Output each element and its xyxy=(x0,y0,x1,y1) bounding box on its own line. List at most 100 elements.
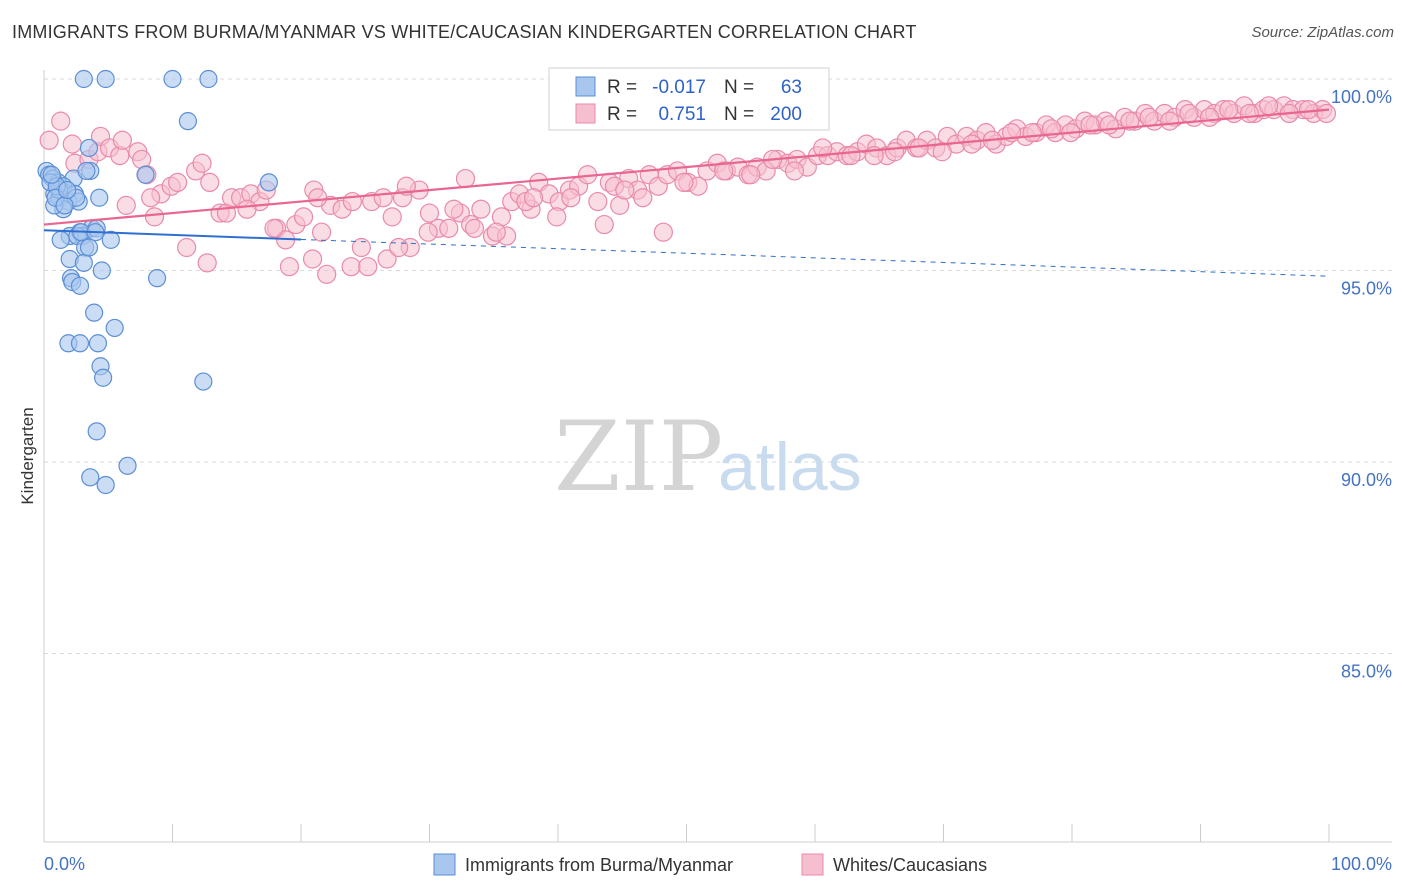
point-whites xyxy=(561,188,581,208)
point-burma xyxy=(163,69,182,89)
point-whites xyxy=(382,207,402,227)
series-burma-points xyxy=(37,69,278,495)
point-burma xyxy=(96,475,115,495)
point-whites xyxy=(1022,123,1042,143)
legend-n-value-burma: 63 xyxy=(781,77,802,98)
point-whites xyxy=(302,249,323,269)
point-whites xyxy=(264,218,284,238)
point-whites xyxy=(471,199,491,219)
point-burma xyxy=(94,368,113,387)
point-burma xyxy=(101,230,120,249)
legend-r-label-burma: R = xyxy=(607,77,637,98)
point-burma xyxy=(85,303,104,322)
point-whites xyxy=(62,134,82,154)
point-burma xyxy=(92,261,111,280)
point-burma xyxy=(96,69,115,89)
y-axis-label: Kindergarten xyxy=(18,407,37,504)
trend-line-whites xyxy=(43,108,1330,226)
point-burma xyxy=(118,456,137,475)
point-burma xyxy=(136,165,155,184)
trend-lines xyxy=(43,108,1330,277)
point-whites xyxy=(358,257,378,277)
point-whites xyxy=(377,249,397,269)
point-whites xyxy=(1099,115,1119,135)
point-whites xyxy=(351,237,371,258)
point-burma xyxy=(51,230,70,249)
source-label: Source: ZipAtlas.com xyxy=(1251,24,1394,41)
point-burma xyxy=(55,196,74,215)
watermark-zip: ZIP xyxy=(554,401,723,513)
point-burma xyxy=(70,276,90,295)
legend-r-value-whites: 0.751 xyxy=(658,104,706,125)
point-whites xyxy=(197,253,217,273)
point-whites xyxy=(1160,111,1180,131)
point-burma xyxy=(74,253,93,272)
point-whites xyxy=(714,161,734,181)
point-whites xyxy=(547,207,567,227)
point-burma xyxy=(178,112,198,131)
point-whites xyxy=(455,168,476,189)
point-whites xyxy=(389,237,409,258)
legend-swatch-whites xyxy=(575,103,596,124)
y-axis-tick-labels: 85.0% 90.0% 95.0% 100.0% xyxy=(1331,87,1392,682)
point-whites xyxy=(741,165,761,185)
point-whites xyxy=(112,130,132,150)
point-whites xyxy=(594,214,614,235)
trend-line-burma xyxy=(43,229,302,241)
point-whites xyxy=(784,161,805,181)
point-burma xyxy=(88,334,108,353)
point-whites xyxy=(588,191,608,212)
watermark: ZIP atlas xyxy=(554,401,862,513)
point-whites xyxy=(419,203,440,223)
watermark-atlas: atlas xyxy=(718,429,862,505)
point-whites xyxy=(237,199,257,219)
point-burma xyxy=(90,188,109,207)
x-tick-label-min: 0.0% xyxy=(44,854,85,874)
axes xyxy=(43,70,1392,843)
chart-title: IMMIGRANTS FROM BURMA/MYANMAR VS WHITE/C… xyxy=(12,22,917,42)
point-whites xyxy=(341,257,361,277)
y-tick-label: 100.0% xyxy=(1331,87,1392,107)
point-burma xyxy=(194,372,213,391)
point-whites xyxy=(885,142,905,162)
x-tick-label-max: 100.0% xyxy=(1331,854,1392,874)
point-whites xyxy=(342,191,362,212)
y-tick-label: 95.0% xyxy=(1341,279,1392,299)
point-whites xyxy=(1239,103,1259,124)
point-whites xyxy=(192,153,212,173)
point-whites xyxy=(1179,103,1199,124)
point-whites xyxy=(444,199,464,219)
point-burma xyxy=(70,334,90,353)
point-burma xyxy=(81,468,100,487)
point-whites xyxy=(615,180,635,200)
bottom-legend-label-whites: Whites/Caucasians xyxy=(833,855,987,875)
point-whites xyxy=(177,237,197,258)
point-whites xyxy=(141,188,161,208)
point-whites xyxy=(311,222,332,242)
point-whites xyxy=(439,218,459,238)
point-whites xyxy=(653,222,673,242)
legend-r-value-burma: -0.017 xyxy=(652,77,706,98)
x-axis-ticks xyxy=(43,824,1330,842)
point-whites xyxy=(116,195,136,215)
point-whites xyxy=(486,222,506,242)
point-whites xyxy=(841,146,861,166)
point-burma xyxy=(87,422,106,441)
point-whites xyxy=(418,222,438,242)
point-burma xyxy=(147,269,167,288)
legend-frame xyxy=(548,67,830,131)
point-whites xyxy=(1120,111,1140,131)
legend-n-value-whites: 200 xyxy=(770,104,802,125)
point-whites xyxy=(464,218,485,238)
point-burma xyxy=(259,173,278,192)
point-whites xyxy=(39,130,59,150)
legend-n-label-whites: N = xyxy=(724,104,754,125)
legend-box: R = -0.017 N = 63 R = 0.751 N = 200 xyxy=(548,67,830,131)
point-whites xyxy=(1316,103,1337,124)
point-burma xyxy=(79,138,99,158)
grid-lines xyxy=(44,78,1392,654)
legend-swatch-burma xyxy=(575,76,596,97)
point-whites xyxy=(813,138,833,158)
point-whites xyxy=(1298,100,1319,120)
